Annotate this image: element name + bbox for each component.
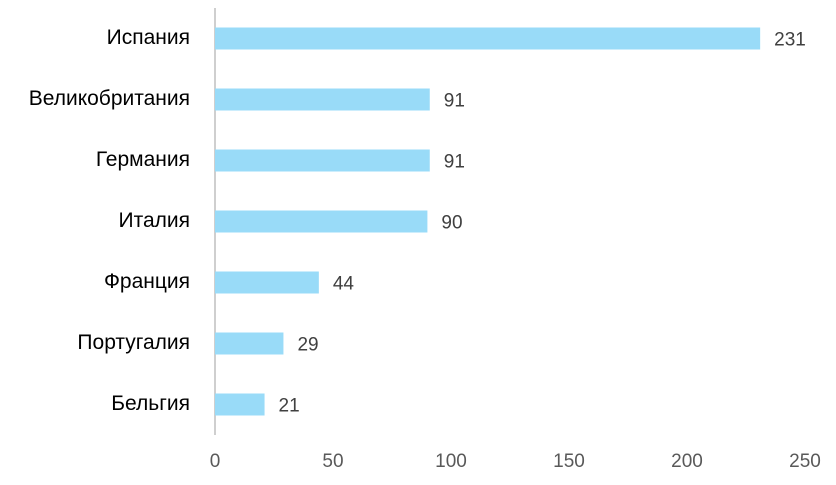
x-tick-label: 0: [210, 451, 221, 472]
bar: [215, 27, 761, 50]
x-tick-label: 100: [435, 451, 467, 472]
data-label: 91: [444, 152, 465, 173]
y-tick-label: Великобритания: [29, 87, 190, 110]
data-label: 21: [279, 396, 300, 417]
x-tick-label: 200: [671, 451, 703, 472]
data-label: 231: [774, 30, 806, 51]
data-label: 91: [444, 91, 465, 112]
y-tick-label: Франция: [104, 270, 190, 293]
y-tick-label: Португалия: [77, 331, 190, 354]
bar: [215, 332, 284, 355]
bar: [215, 393, 265, 416]
data-label: 44: [333, 274, 355, 295]
bar: [215, 271, 319, 294]
y-tick-label: Испания: [107, 26, 190, 49]
data-label: 29: [297, 335, 318, 356]
x-tick-label: 50: [322, 451, 343, 472]
bar: [215, 149, 430, 172]
x-tick-label: 250: [789, 451, 821, 472]
bar: [215, 210, 428, 233]
y-tick-label: Германия: [96, 148, 190, 171]
y-tick-label: Бельгия: [111, 392, 190, 415]
data-label: 90: [441, 213, 462, 234]
y-tick-label: Италия: [118, 209, 190, 232]
x-tick-label: 150: [553, 451, 585, 472]
bar: [215, 88, 430, 111]
